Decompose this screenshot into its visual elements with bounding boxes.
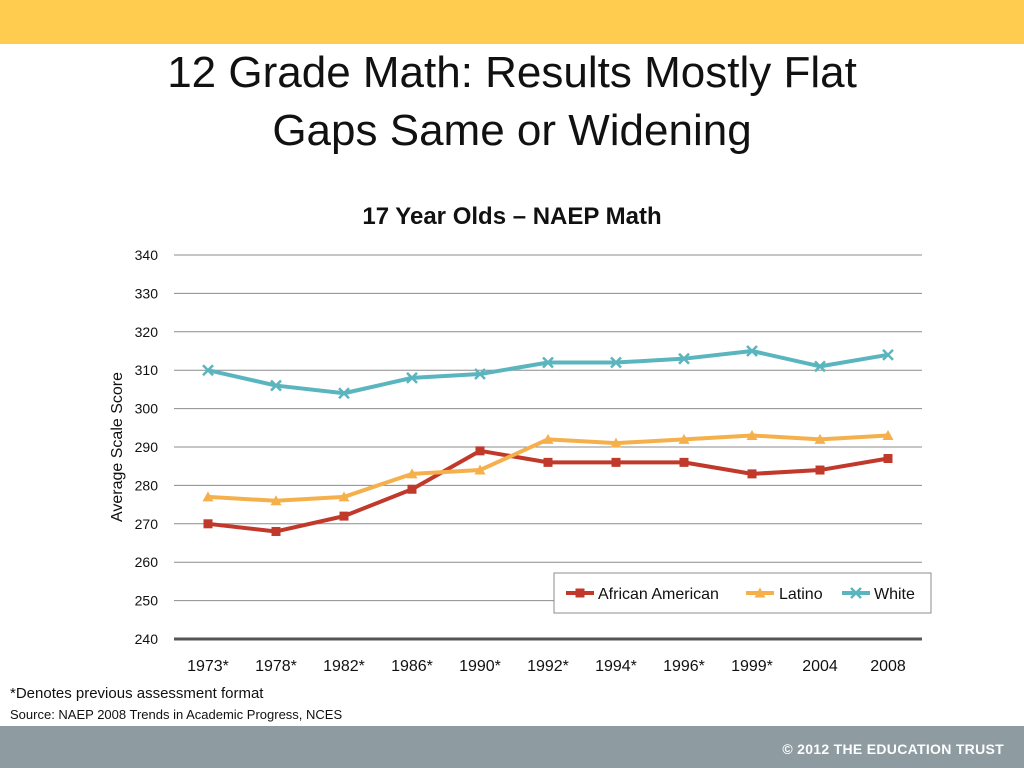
data-point-african-american	[543, 457, 553, 467]
data-point-white	[610, 356, 622, 369]
legend-marker	[850, 587, 862, 599]
data-point-african-american	[679, 457, 689, 467]
data-point-latino	[746, 429, 758, 440]
y-tick-label-250: 250	[135, 593, 159, 609]
data-point-latino	[474, 464, 486, 475]
x-tick-label: 2004	[802, 658, 838, 675]
data-point-african-american	[611, 457, 621, 467]
legend-label: White	[874, 586, 915, 603]
data-point-african-american	[271, 526, 281, 536]
data-point-african-american	[407, 484, 417, 494]
y-tick-label-280: 280	[135, 477, 159, 493]
x-tick-label: 1978*	[255, 658, 297, 675]
x-tick-label: 1999*	[731, 658, 773, 675]
data-point-african-american	[747, 469, 757, 479]
top-accent-band	[0, 0, 1024, 44]
data-point-white	[746, 345, 758, 357]
source-note: Source: NAEP 2008 Trends in Academic Pro…	[10, 707, 343, 722]
data-point-latino	[678, 433, 690, 444]
data-point-white	[474, 368, 486, 380]
y-tick-label-330: 330	[135, 285, 159, 301]
legend-label: African American	[598, 586, 719, 603]
data-point-latino	[814, 433, 826, 444]
data-point-latino	[202, 491, 214, 502]
footnote: *Denotes previous assessment format	[10, 685, 264, 702]
data-point-white	[814, 360, 826, 373]
y-tick-label-290: 290	[135, 439, 159, 455]
data-point-white	[202, 364, 214, 377]
data-point-latino	[882, 429, 894, 440]
x-tick-label: 1973*	[187, 658, 229, 675]
x-tick-label: 1990*	[459, 658, 501, 675]
data-point-latino	[270, 495, 282, 506]
data-point-white	[406, 371, 418, 384]
x-tick-label: 1994*	[595, 658, 637, 675]
chart-title: 17 Year Olds – NAEP Math	[362, 203, 662, 230]
data-point-african-american	[815, 465, 825, 475]
slide-title-line-1: 12 Grade Math: Results Mostly Flat	[167, 48, 857, 97]
y-tick-label-300: 300	[135, 401, 159, 417]
data-point-african-american	[883, 454, 893, 464]
x-tick-label: 1982*	[323, 658, 365, 675]
series-line-white	[207, 349, 889, 396]
data-point-latino	[610, 437, 622, 448]
slide-title: 12 Grade Math: Results Mostly Flat Gaps …	[0, 44, 1024, 160]
y-tick-label-320: 320	[135, 324, 159, 340]
x-tick-label: 1996*	[663, 658, 705, 675]
copyright-text: © 2012 THE EDUCATION TRUST	[782, 741, 1004, 757]
y-tick-label-270: 270	[135, 516, 159, 532]
y-axis-title: Average Scale Score	[109, 372, 126, 522]
data-point-latino	[338, 491, 350, 502]
y-tick-label-310: 310	[135, 362, 159, 378]
slide-title-line-2: Gaps Same or Widening	[272, 106, 752, 155]
bottom-footer-band	[0, 726, 1024, 768]
legend-label: Latino	[779, 586, 823, 603]
series-line-latino	[207, 433, 889, 503]
data-point-latino	[542, 433, 554, 444]
y-tick-label-340: 340	[135, 247, 159, 263]
x-tick-label: 1992*	[527, 658, 569, 675]
data-point-african-american	[475, 446, 485, 456]
data-point-white	[678, 352, 690, 365]
data-point-african-american	[339, 511, 349, 521]
x-tick-label: 1986*	[391, 658, 433, 675]
x-tick-label: 2008	[870, 658, 906, 675]
y-tick-label-240: 240	[135, 631, 159, 647]
legend-marker	[754, 587, 766, 598]
legend-marker	[575, 588, 585, 598]
data-point-african-american	[203, 519, 213, 529]
data-point-white	[882, 348, 894, 361]
y-tick-label-260: 260	[135, 554, 159, 570]
data-point-latino	[406, 468, 418, 479]
data-point-white	[270, 379, 282, 392]
data-point-white	[542, 356, 554, 369]
data-point-white	[338, 387, 350, 400]
